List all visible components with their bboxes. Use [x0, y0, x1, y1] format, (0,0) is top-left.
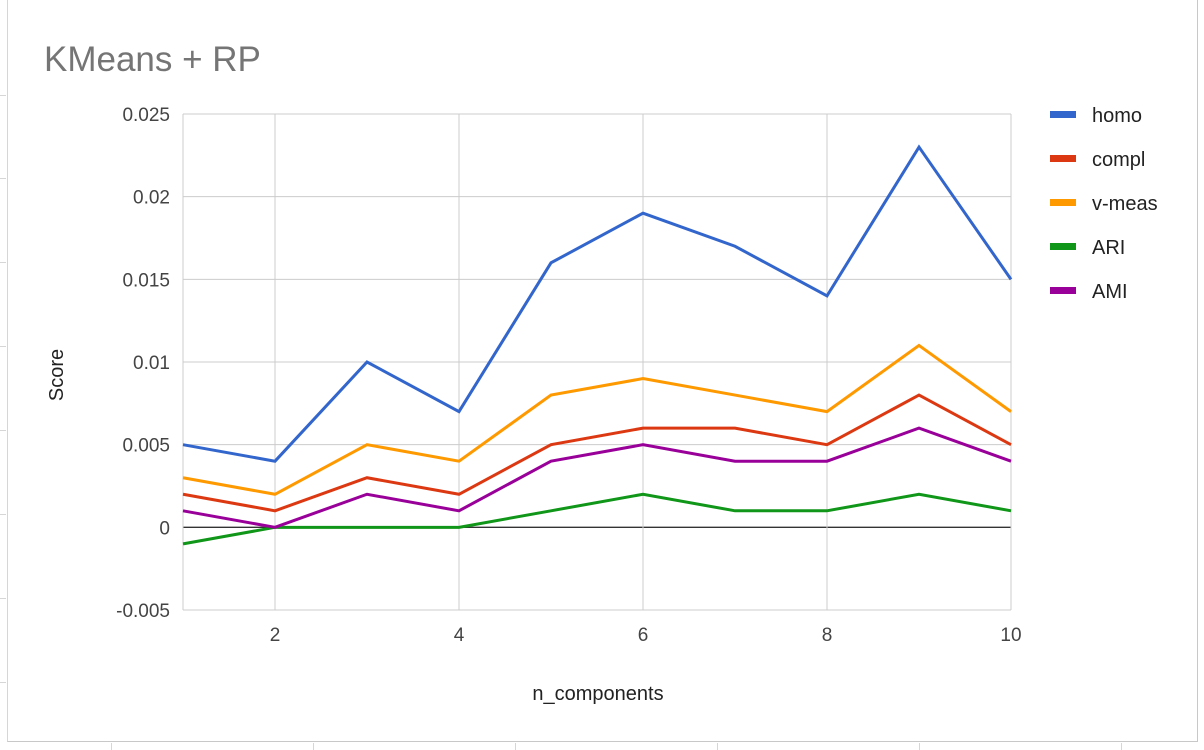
- x-tick-label: 6: [638, 625, 649, 646]
- sheet-column-divider: [515, 743, 516, 750]
- legend-label-homo[interactable]: homo: [1092, 105, 1142, 127]
- chart-title: KMeans + RP: [44, 40, 261, 79]
- sheet-row-divider: [0, 598, 6, 599]
- sheet-row-divider: [0, 346, 6, 347]
- sheet-column-divider: [111, 743, 112, 750]
- x-tick-label: 10: [1000, 625, 1021, 646]
- legend-swatch-compl: [1050, 155, 1076, 162]
- legend[interactable]: homo compl v-meas ARI AMI: [1050, 105, 1158, 303]
- legend-swatch-homo: [1050, 111, 1076, 118]
- sheet-row-divider: [0, 514, 6, 515]
- chart-card[interactable]: KMeans + RP Score n_components -0.005 0 0.…: [7, 0, 1198, 742]
- y-tick-label: 0: [159, 518, 170, 539]
- y-tick-label: -0.005: [116, 601, 170, 622]
- series-line-v-meas: [182, 343, 1012, 496]
- x-tick-label: 2: [270, 625, 281, 646]
- series-line-homo: [182, 144, 1013, 463]
- series-line-compl: [182, 393, 1012, 513]
- line-chart: KMeans + RP Score n_components -0.005 0 0.…: [44, 40, 1158, 705]
- sheet-column-divider: [1121, 743, 1122, 750]
- x-axis-title: n_components: [532, 683, 663, 705]
- legend-label-ari[interactable]: ARI: [1092, 237, 1125, 259]
- sheet-row-divider: [0, 95, 6, 96]
- sheet-row-divider: [0, 262, 6, 263]
- y-tick-label: 0.02: [133, 188, 170, 209]
- legend-label-v-meas[interactable]: v-meas: [1092, 193, 1158, 215]
- y-tick-label: 0.025: [122, 105, 170, 126]
- sheet-row-divider: [0, 178, 6, 179]
- y-tick-label: 0.015: [122, 270, 170, 291]
- grid-lines: [182, 113, 1012, 611]
- legend-label-compl[interactable]: compl: [1092, 149, 1145, 171]
- legend-swatch-ari: [1050, 243, 1076, 250]
- sheet-column-divider: [717, 743, 718, 750]
- tick-labels: -0.005 0 0.005 0.01 0.015 0.02 0.025 2 4 6 8 10: [116, 105, 1021, 646]
- series-lines: [182, 144, 1013, 546]
- x-tick-label: 8: [822, 625, 833, 646]
- sheet-column-divider: [919, 743, 920, 750]
- sheet-row-divider: [0, 682, 6, 683]
- x-tick-label: 4: [454, 625, 465, 646]
- legend-swatch-v-meas: [1050, 199, 1076, 206]
- y-tick-label: 0.01: [133, 353, 170, 374]
- series-line-ari: [182, 492, 1012, 546]
- sheet-column-divider: [313, 743, 314, 750]
- y-axis-title: Score: [46, 349, 68, 401]
- sheet-row-divider: [0, 430, 6, 431]
- legend-swatch-ami: [1050, 287, 1076, 294]
- y-tick-label: 0.005: [122, 436, 170, 457]
- series-line-ami: [182, 426, 1012, 529]
- legend-label-ami[interactable]: AMI: [1092, 281, 1128, 303]
